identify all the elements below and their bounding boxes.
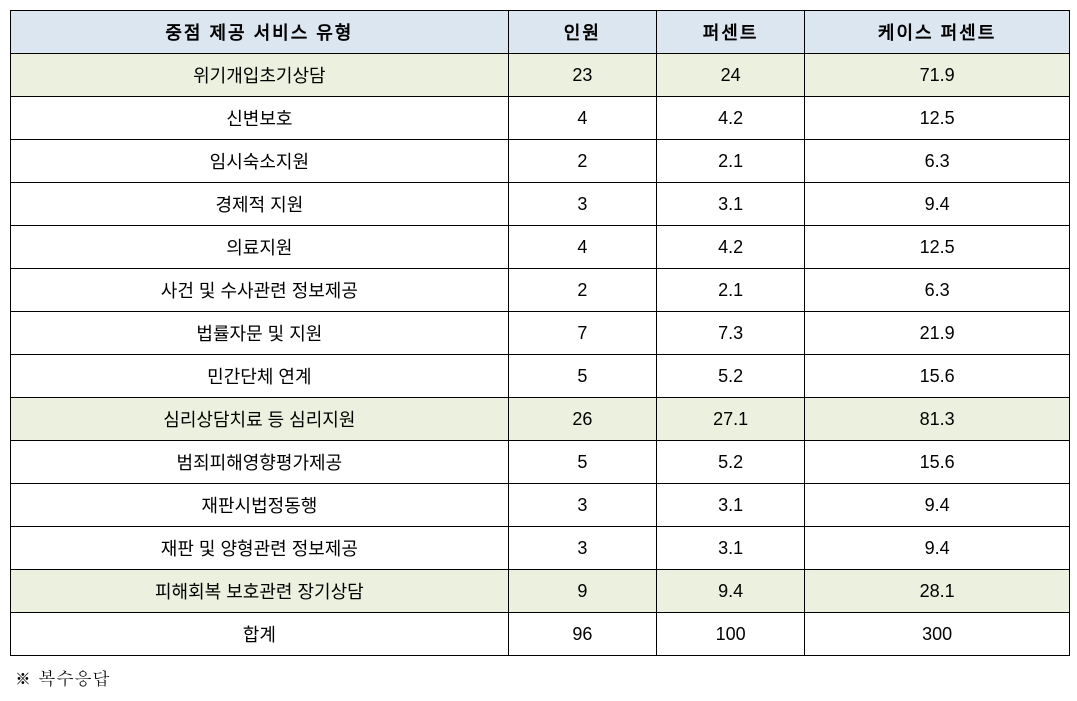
cell-type: 범죄피해영향평가제공 [11, 441, 509, 484]
cell-case-percent: 15.6 [805, 441, 1070, 484]
cell-percent: 2.1 [656, 140, 804, 183]
cell-count: 26 [508, 398, 656, 441]
cell-count: 9 [508, 570, 656, 613]
cell-type: 심리상담치료 등 심리지원 [11, 398, 509, 441]
cell-percent: 5.2 [656, 441, 804, 484]
cell-type: 피해회복 보호관련 장기상담 [11, 570, 509, 613]
cell-case-percent: 81.3 [805, 398, 1070, 441]
cell-count: 3 [508, 484, 656, 527]
table-body: 위기개입초기상담232471.9신변보호44.212.5임시숙소지원22.16.… [11, 54, 1070, 656]
cell-count: 4 [508, 97, 656, 140]
cell-type: 경제적 지원 [11, 183, 509, 226]
table-row: 민간단체 연계55.215.6 [11, 355, 1070, 398]
cell-percent: 100 [656, 613, 804, 656]
cell-count: 4 [508, 226, 656, 269]
cell-count: 96 [508, 613, 656, 656]
cell-case-percent: 9.4 [805, 527, 1070, 570]
cell-type: 민간단체 연계 [11, 355, 509, 398]
cell-count: 23 [508, 54, 656, 97]
cell-case-percent: 21.9 [805, 312, 1070, 355]
table-row: 재판시법정동행33.19.4 [11, 484, 1070, 527]
header-type: 중점 제공 서비스 유형 [11, 11, 509, 54]
cell-case-percent: 12.5 [805, 97, 1070, 140]
cell-count: 3 [508, 183, 656, 226]
cell-count: 2 [508, 269, 656, 312]
cell-percent: 3.1 [656, 183, 804, 226]
cell-type: 합계 [11, 613, 509, 656]
cell-percent: 4.2 [656, 226, 804, 269]
cell-percent: 2.1 [656, 269, 804, 312]
cell-percent: 24 [656, 54, 804, 97]
cell-count: 5 [508, 441, 656, 484]
table-row: 의료지원44.212.5 [11, 226, 1070, 269]
cell-percent: 4.2 [656, 97, 804, 140]
table-row: 신변보호44.212.5 [11, 97, 1070, 140]
cell-type: 의료지원 [11, 226, 509, 269]
cell-percent: 3.1 [656, 484, 804, 527]
table-row: 임시숙소지원22.16.3 [11, 140, 1070, 183]
cell-type: 위기개입초기상담 [11, 54, 509, 97]
table-row: 합계96100300 [11, 613, 1070, 656]
cell-percent: 5.2 [656, 355, 804, 398]
table-row: 위기개입초기상담232471.9 [11, 54, 1070, 97]
cell-type: 법률자문 및 지원 [11, 312, 509, 355]
table-header: 중점 제공 서비스 유형 인원 퍼센트 케이스 퍼센트 [11, 11, 1070, 54]
cell-percent: 3.1 [656, 527, 804, 570]
header-count: 인원 [508, 11, 656, 54]
header-row: 중점 제공 서비스 유형 인원 퍼센트 케이스 퍼센트 [11, 11, 1070, 54]
cell-case-percent: 28.1 [805, 570, 1070, 613]
cell-type: 임시숙소지원 [11, 140, 509, 183]
table-row: 경제적 지원33.19.4 [11, 183, 1070, 226]
cell-percent: 9.4 [656, 570, 804, 613]
table-row: 심리상담치료 등 심리지원2627.181.3 [11, 398, 1070, 441]
cell-case-percent: 15.6 [805, 355, 1070, 398]
table-row: 사건 및 수사관련 정보제공22.16.3 [11, 269, 1070, 312]
cell-case-percent: 9.4 [805, 484, 1070, 527]
header-percent: 퍼센트 [656, 11, 804, 54]
cell-case-percent: 9.4 [805, 183, 1070, 226]
cell-percent: 7.3 [656, 312, 804, 355]
cell-type: 재판시법정동행 [11, 484, 509, 527]
table-row: 피해회복 보호관련 장기상담99.428.1 [11, 570, 1070, 613]
cell-count: 5 [508, 355, 656, 398]
table-row: 범죄피해영향평가제공55.215.6 [11, 441, 1070, 484]
header-case-percent: 케이스 퍼센트 [805, 11, 1070, 54]
cell-type: 신변보호 [11, 97, 509, 140]
service-types-table: 중점 제공 서비스 유형 인원 퍼센트 케이스 퍼센트 위기개입초기상담2324… [10, 10, 1070, 656]
cell-case-percent: 6.3 [805, 140, 1070, 183]
cell-case-percent: 12.5 [805, 226, 1070, 269]
footnote: ※ 복수응답 [10, 666, 1067, 691]
table-row: 법률자문 및 지원77.321.9 [11, 312, 1070, 355]
cell-percent: 27.1 [656, 398, 804, 441]
cell-type: 재판 및 양형관련 정보제공 [11, 527, 509, 570]
cell-count: 3 [508, 527, 656, 570]
table-container: 중점 제공 서비스 유형 인원 퍼센트 케이스 퍼센트 위기개입초기상담2324… [10, 10, 1070, 656]
cell-case-percent: 6.3 [805, 269, 1070, 312]
cell-count: 2 [508, 140, 656, 183]
cell-case-percent: 300 [805, 613, 1070, 656]
cell-case-percent: 71.9 [805, 54, 1070, 97]
table-row: 재판 및 양형관련 정보제공33.19.4 [11, 527, 1070, 570]
cell-count: 7 [508, 312, 656, 355]
cell-type: 사건 및 수사관련 정보제공 [11, 269, 509, 312]
